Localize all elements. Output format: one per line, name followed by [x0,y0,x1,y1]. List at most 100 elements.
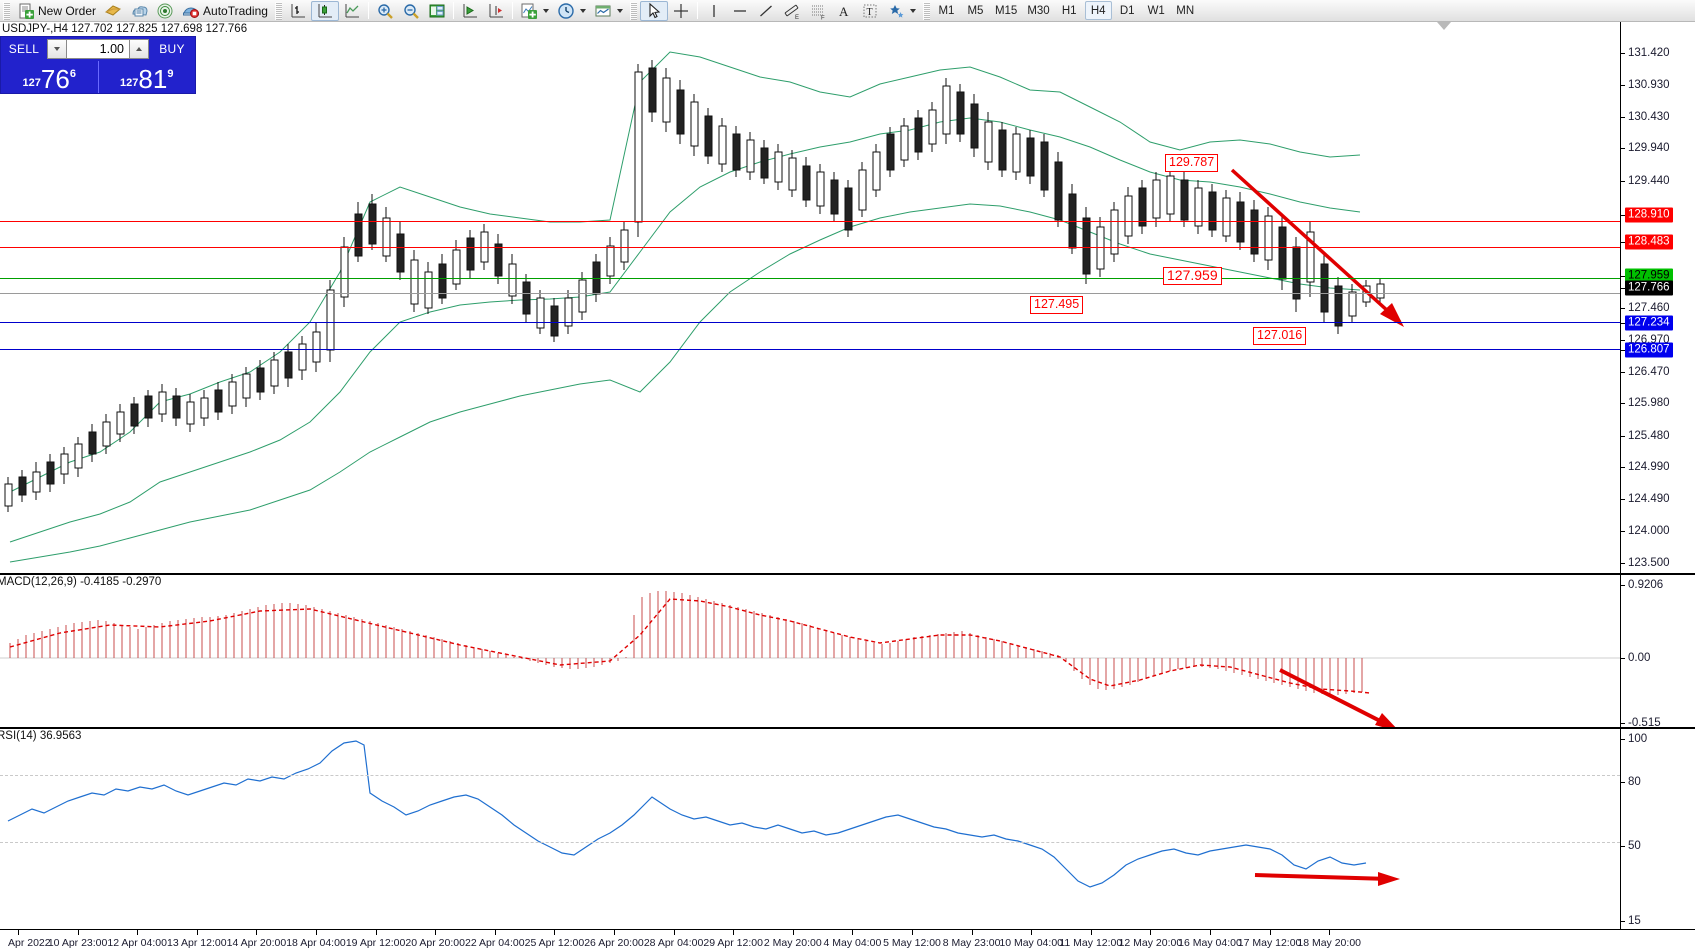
price-axis-label-highlighted[interactable]: 127.234 [1625,315,1673,331]
signals-button[interactable] [152,1,178,21]
ask-pips: 81 [138,64,168,94]
bid-quote[interactable]: 127 76 6 [1,61,98,93]
timeframe-button-h1[interactable]: H1 [1061,4,1077,17]
timeframe-button-mn[interactable]: MN [1176,4,1195,17]
macd-plot[interactable] [0,575,1620,727]
rsi-axis[interactable]: 100 80 50 15 [1620,729,1695,929]
lot-decrement-button[interactable] [47,39,67,59]
price-axis-tick [1621,322,1625,324]
one-click-trading-panel[interactable]: SELL 1.00 BUY 127 76 6 127 81 9 [0,36,196,94]
toolbar-grip-3[interactable] [629,1,637,20]
lot-increment-button[interactable] [129,39,149,59]
price-plot[interactable]: 129.787 127.959 127.495 127.016 [0,22,1620,573]
chart-shift-marker[interactable] [1437,22,1451,30]
text-label-icon: T [861,2,879,20]
time-axis[interactable]: Apr 2022 10 Apr 23:00 12 Apr 04:00 13 Apr 1… [0,929,1695,948]
macd-axis[interactable]: 0.9206 0.00 -0.515 [1620,575,1695,729]
chevron-down-icon[interactable] [542,8,549,13]
main-toolbar: New Order [0,0,1695,22]
crosshair-button[interactable] [668,1,694,21]
price-pane[interactable]: 129.787 127.959 127.495 127.016 131.420 1… [0,22,1695,573]
fibonacci-button[interactable]: F [805,1,831,21]
price-axis-label-highlighted[interactable]: 127.766 [1625,280,1673,296]
price-axis-label: 124.490 [1628,493,1670,506]
metaeditor-button[interactable] [100,1,126,21]
annotation-127495[interactable]: 127.495 [1030,296,1084,314]
macd-axis-tick [1621,723,1625,724]
price-axis-tick [1621,180,1625,182]
new-order-button[interactable]: New Order [13,1,100,21]
chevron-down-icon-4[interactable] [909,8,916,13]
time-axis-tick [792,930,794,935]
zoom-out-button[interactable] [398,1,424,21]
timeframe-button-m15[interactable]: M15 [994,4,1018,17]
trendline-button[interactable] [753,1,779,21]
toolbar-grip-2[interactable] [274,1,282,20]
annotation-129787[interactable]: 129.787 [1165,154,1219,172]
metaeditor-icon [104,2,122,20]
objects-button[interactable] [883,1,920,21]
toolbar-grip[interactable] [3,1,10,20]
timeframe-button-w1[interactable]: W1 [1147,4,1165,17]
buy-button[interactable]: BUY [159,42,185,56]
resistance-line-1[interactable] [0,221,1620,222]
timeframe-button-m1[interactable]: M1 [938,4,955,17]
resistance-line-2[interactable] [0,247,1620,248]
support-line-2[interactable] [0,349,1620,350]
price-axis-tick [1621,467,1625,469]
equidistant-channel-button[interactable]: E [779,1,805,21]
rsi-pane[interactable]: 100 80 50 15 RSI(14) 36.9563 [0,727,1695,929]
annotation-127016[interactable]: 127.016 [1253,327,1307,345]
line-chart-button[interactable] [339,1,365,21]
sell-button[interactable]: SELL [8,42,40,56]
time-axis-tick [1150,930,1152,935]
auto-scroll-icon [461,2,479,20]
toolbar-grip-4[interactable] [922,1,930,20]
auto-scroll-button[interactable] [457,1,483,21]
price-series-svg [4,51,1404,563]
bid-price-line[interactable] [0,293,1620,294]
price-axis[interactable]: 131.420 130.930 130.430 129.940 129.440 128.9… [1620,22,1695,573]
price-axis-label-highlighted[interactable]: 128.483 [1625,234,1673,250]
templates-button[interactable] [590,1,627,21]
rsi-axis-label: 15 [1628,915,1641,927]
period-button[interactable] [553,1,590,21]
chart-shift-button[interactable] [483,1,509,21]
cursor-button[interactable] [639,0,668,21]
price-axis-label-highlighted[interactable]: 127.959 [1625,268,1673,284]
timeframe-button-m5[interactable]: M5 [967,4,984,17]
rsi-info-line: RSI(14) 36.9563 [0,730,82,742]
lot-size-input[interactable]: 1.00 [67,39,129,59]
time-axis-label: 17 May 12:00 [1237,937,1302,948]
indicators-button[interactable] [516,1,553,21]
autotrading-button[interactable]: AutoTrading [178,1,272,21]
svg-text:T: T [866,7,872,18]
strategy-tester-button[interactable] [126,1,152,21]
text-label-button[interactable]: T [857,1,883,21]
macd-pane[interactable]: 0.9206 0.00 -0.515 MACD(12,26,9) -0.4185 -… [0,573,1695,729]
price-axis-label-highlighted[interactable]: 128.910 [1625,207,1673,223]
annotation-127959[interactable]: 127.959 [1163,267,1222,285]
data-window-button[interactable] [424,1,450,21]
vertical-line-button[interactable] [701,1,727,21]
order-controls-row: SELL 1.00 BUY [1,37,195,61]
rsi-plot[interactable] [0,729,1620,929]
current-price-line[interactable] [0,278,1620,279]
price-axis-tick [1621,116,1625,118]
zoom-in-button[interactable] [372,1,398,21]
timeframe-button-d1[interactable]: D1 [1119,4,1135,17]
chevron-down-icon-3[interactable] [616,8,623,13]
timeframe-button-h4[interactable]: H4 [1084,1,1112,20]
price-axis-tick [1621,53,1625,54]
candlestick-chart-button[interactable] [310,0,339,21]
support-line-1[interactable] [0,322,1620,323]
price-axis-label-highlighted[interactable]: 126.807 [1625,342,1673,358]
svg-text:A: A [839,4,849,19]
ask-quote[interactable]: 127 81 9 [99,61,196,93]
timeframe-button-m30[interactable]: M30 [1027,4,1050,17]
bar-chart-button[interactable] [285,1,311,21]
horizontal-line-button[interactable] [727,1,753,21]
chevron-down-icon-2[interactable] [579,8,586,13]
text-button[interactable]: A [831,1,857,21]
chart-canvas[interactable]: 129.787 127.959 127.495 127.016 131.420 1… [0,22,1695,948]
